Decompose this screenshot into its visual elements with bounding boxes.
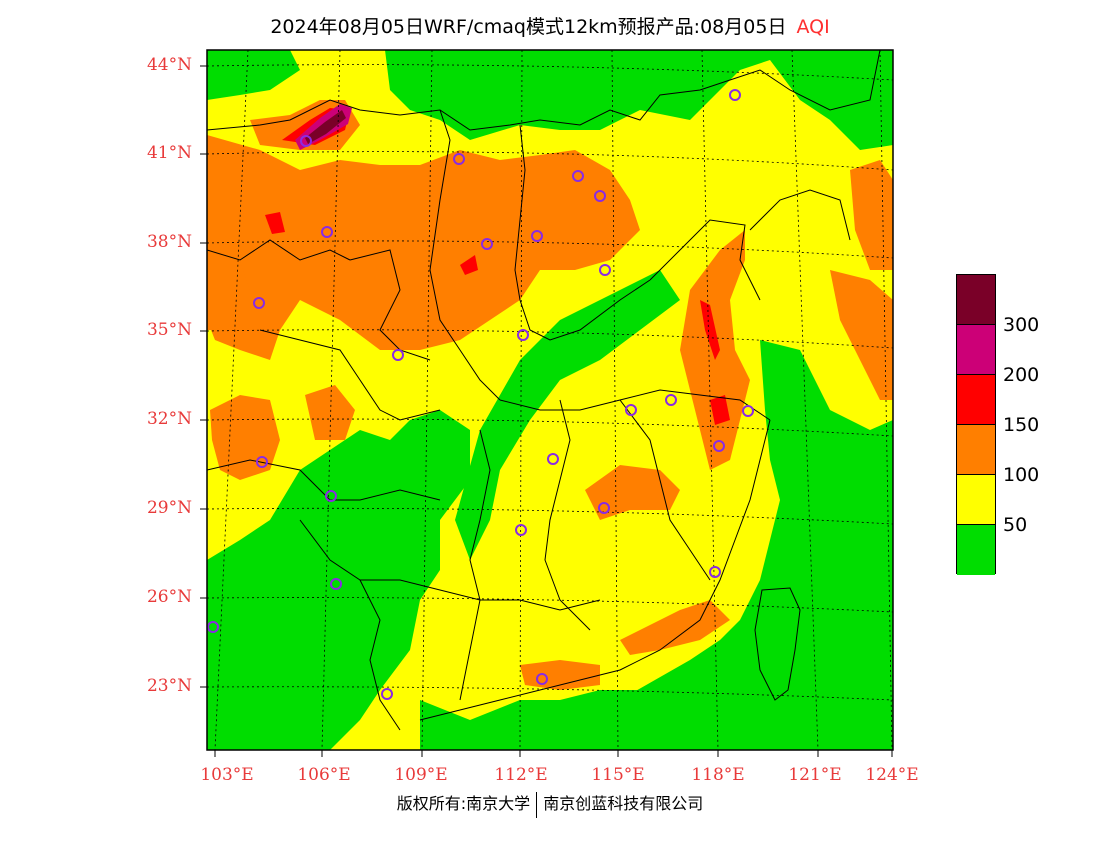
aqi-good-south-coast — [420, 690, 640, 750]
aqi-colorbar — [956, 274, 996, 575]
aqi-good-east-sea — [600, 340, 893, 750]
title-variable: AQI — [796, 16, 830, 38]
legend-swatch-usg — [957, 425, 995, 475]
lon-tick-label: 112°E — [494, 765, 548, 785]
title-main: 2024年08月05日WRF/cmaq模式12km预报产品:08月05日 — [270, 16, 787, 38]
lat-tick-label: 32°N — [146, 409, 192, 429]
legend-swatch-moderate — [957, 475, 995, 525]
aqi-unhealthy-ordos — [265, 212, 285, 234]
lon-tick-label: 106°E — [297, 765, 351, 785]
station-marker — [599, 264, 611, 276]
station-marker — [392, 349, 404, 361]
aqi-usg-north-china — [207, 135, 640, 360]
lon-tick-label: 103°E — [200, 765, 254, 785]
aqi-usg-yellow-sea — [830, 270, 893, 400]
lat-tick-label: 35°N — [146, 320, 192, 340]
axis-ticks — [200, 65, 893, 757]
station-marker — [517, 329, 529, 341]
lon-tick-label: 115°E — [591, 765, 645, 785]
station-marker — [594, 190, 606, 202]
footer-divider — [536, 791, 538, 818]
station-marker — [330, 578, 342, 590]
legend-label: 50 — [1003, 514, 1028, 536]
lat-tick-label: 26°N — [146, 587, 192, 607]
station-marker — [481, 238, 493, 250]
station-marker — [515, 524, 527, 536]
station-marker — [547, 453, 559, 465]
station-marker — [665, 394, 677, 406]
station-marker — [625, 404, 637, 416]
aqi-usg-chongqing — [305, 385, 355, 440]
copyright-right: 南京创蓝科技有限公司 — [543, 794, 704, 813]
graticule — [207, 50, 893, 750]
legend-label: 100 — [1003, 464, 1040, 486]
aqi-usg-guangdong — [520, 660, 600, 690]
aqi-unhealthy-shanxi — [460, 255, 478, 275]
station-marker — [321, 226, 333, 238]
aqi-unhealthy-yangtze — [710, 395, 730, 425]
lon-tick-label: 118°E — [691, 765, 745, 785]
lon-tick-label: 121°E — [788, 765, 842, 785]
station-marker — [709, 566, 721, 578]
station-marker — [381, 688, 393, 700]
map-title: 2024年08月05日WRF/cmaq模式12km预报产品:08月05日 AQI — [0, 12, 1100, 39]
aqi-usg-korea — [850, 160, 893, 270]
aqi-usg-guangdong-east — [620, 600, 730, 655]
province-boundaries — [207, 50, 881, 731]
station-marker — [531, 230, 543, 242]
station-marker — [713, 440, 725, 452]
aqi-unhealthy-jiangsu — [700, 300, 720, 360]
station-marker — [300, 135, 312, 147]
lat-tick-label: 44°N — [146, 55, 192, 75]
map-frame — [206, 49, 894, 751]
legend-swatch-unhealthy — [957, 375, 995, 425]
aqi-usg-west — [207, 250, 250, 330]
station-markers — [207, 89, 754, 700]
legend-label: 150 — [1003, 414, 1040, 436]
station-marker — [325, 490, 337, 502]
station-marker — [536, 673, 548, 685]
aqi-hazardous-plume — [305, 110, 346, 144]
station-marker — [207, 621, 219, 633]
station-marker — [742, 405, 754, 417]
legend-label: 200 — [1003, 364, 1040, 386]
station-marker — [572, 170, 584, 182]
legend-swatch-very-unhealthy — [957, 325, 995, 375]
aqi-usg-sichuan — [210, 395, 280, 480]
lat-tick-label: 29°N — [146, 498, 192, 518]
station-marker — [453, 153, 465, 165]
aqi-good-northwest — [207, 50, 300, 100]
lat-tick-label: 23°N — [146, 676, 192, 696]
lon-tick-label: 124°E — [865, 765, 919, 785]
lat-tick-label: 38°N — [146, 232, 192, 252]
station-marker — [729, 89, 741, 101]
station-marker — [256, 456, 268, 468]
station-marker — [253, 297, 265, 309]
copyright-left: 版权所有:南京大学 — [396, 794, 531, 813]
lat-tick-label: 41°N — [146, 143, 192, 163]
legend-label: 300 — [1003, 314, 1040, 336]
legend-swatch-good — [957, 525, 995, 575]
legend-swatch-hazardous — [957, 275, 995, 325]
copyright-footer: 版权所有:南京大学 南京创蓝科技有限公司 — [0, 790, 1100, 818]
station-marker — [598, 502, 610, 514]
lon-tick-label: 109°E — [394, 765, 448, 785]
